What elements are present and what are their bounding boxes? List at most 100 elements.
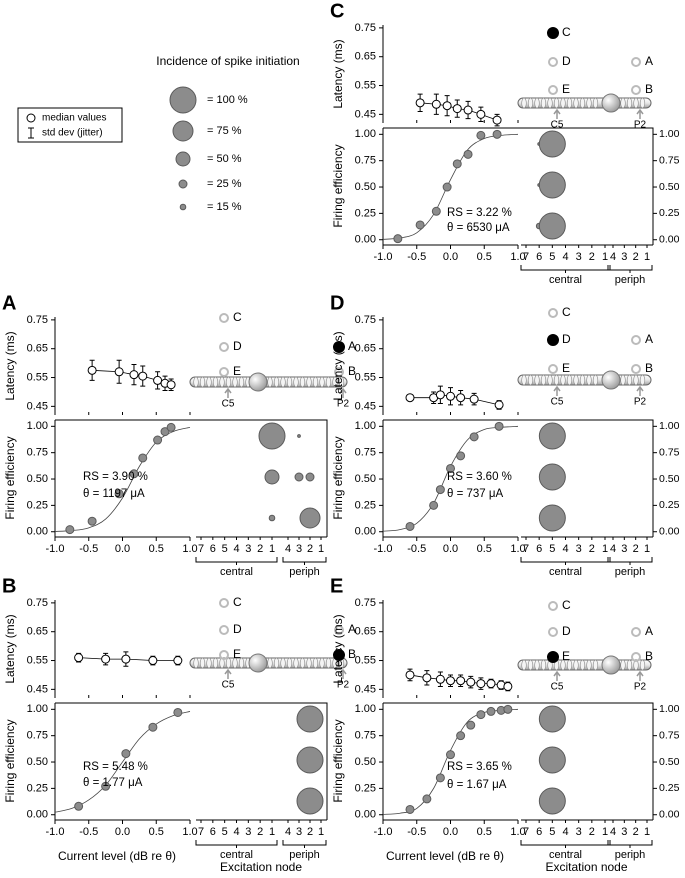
legend-label: = 15 % [207,201,242,213]
site-marker [548,57,558,67]
node-of-ranvier [579,97,586,109]
soma [248,653,268,673]
y-tick-label: 0.00 [27,809,48,821]
efficiency-point [415,220,425,230]
median-marker [435,674,445,684]
node-label: 6 [210,826,216,838]
y-axis-title: Firing efficiency [331,144,345,227]
node-label: 4 [233,543,239,555]
x-tick-label: 1.0 [510,543,525,555]
site-label: A [348,622,356,636]
legend-circle [178,179,188,189]
marker-arrow [636,108,644,119]
site-label: A [645,332,653,346]
site-marker [333,341,345,353]
node-of-ranvier [212,657,219,669]
median-marker [492,115,502,125]
site-marker [547,27,559,39]
node-label: 2 [307,826,313,838]
x-tick-label: 0.0 [443,251,458,263]
node-of-ranvier [280,376,286,388]
y-tick-label: 1.00 [27,420,48,432]
node-label: 2 [257,826,263,838]
site-marker [219,313,229,323]
node-of-ranvier [579,374,586,386]
group-bracket [282,840,327,848]
incidence-circle [258,422,286,450]
site-marker [219,598,229,608]
median-marker [503,681,513,691]
node-of-ranvier [553,97,560,109]
node-of-ranvier [306,376,312,388]
site-label: D [562,332,571,346]
node-of-ranvier [534,659,540,671]
soma [248,372,268,392]
group-bracket [195,840,278,848]
site-marker [219,650,229,660]
node-of-ranvier [286,657,293,669]
y-tick-label: 0.50 [27,756,48,768]
median-marker [87,365,97,375]
node-of-ranvier [232,657,238,669]
efficiency-point [476,710,486,720]
median-marker [456,393,466,403]
y-tick-label: 0.45 [355,400,376,412]
x-tick-label: -1.0 [374,543,393,555]
efficiency-point [435,773,445,783]
site-label: E [562,82,570,96]
y-tick-label: 0.55 [355,79,376,91]
node-of-ranvier [626,374,633,386]
x-axis-title: Current level (dB re θ) [386,849,504,863]
node-label: 1 [644,826,650,838]
site-label: D [233,622,242,636]
x-tick-label: -0.5 [407,543,426,555]
node-of-ranvier [579,659,586,671]
incidence-circle [538,787,566,815]
y-tick-label: 0.00 [27,526,48,538]
node-of-ranvier [566,97,573,109]
y-tick-label: 0.00 [355,809,376,821]
y2-tick-label: 0.00 [659,526,680,538]
y2-tick-label: 1.00 [659,420,680,432]
y-tick-label: 0.45 [27,683,48,695]
efficiency-point [435,485,445,495]
efficiency-point [463,149,473,159]
y2-tick-label: 0.50 [659,756,680,768]
median-marker [442,101,452,111]
x-tick-label: -1.0 [374,826,393,838]
node-of-ranvier [199,657,206,669]
annotation: θ = 1.67 μA [447,779,507,791]
node-label: 2 [633,543,639,555]
node-label: 3 [245,543,251,555]
y-tick-label: 0.00 [355,234,376,246]
x-tick-label: 1.0 [182,826,197,838]
node-label: 4 [610,826,616,838]
efficiency-point [153,435,163,445]
node-of-ranvier [586,97,592,109]
node-of-ranvier [547,374,553,386]
node-of-ranvier [306,657,312,669]
node-of-ranvier [553,374,560,386]
site-marker [631,627,641,637]
efficiency-point [469,432,479,442]
node-label: 2 [257,543,263,555]
node-of-ranvier [206,376,212,388]
group-bracket [520,557,611,565]
site-marker [334,367,344,377]
node-of-ranvier [325,657,332,669]
median-marker [114,367,124,377]
key-label: std dev (jitter) [42,128,103,139]
y2-tick-label: 0.75 [659,729,680,741]
efficiency-point [393,234,403,244]
node-label: 4 [610,251,616,263]
legend-title: Incidence of spike initiation [156,54,299,68]
node-of-ranvier [566,374,573,386]
node-of-ranvier [592,659,599,671]
efficiency-point [121,749,131,759]
median-marker [422,673,432,683]
node-label: 7 [523,251,529,263]
node-of-ranvier [212,376,219,388]
efficiency-point [452,159,462,169]
node-of-ranvier [540,374,547,386]
efficiency-point [148,722,158,732]
